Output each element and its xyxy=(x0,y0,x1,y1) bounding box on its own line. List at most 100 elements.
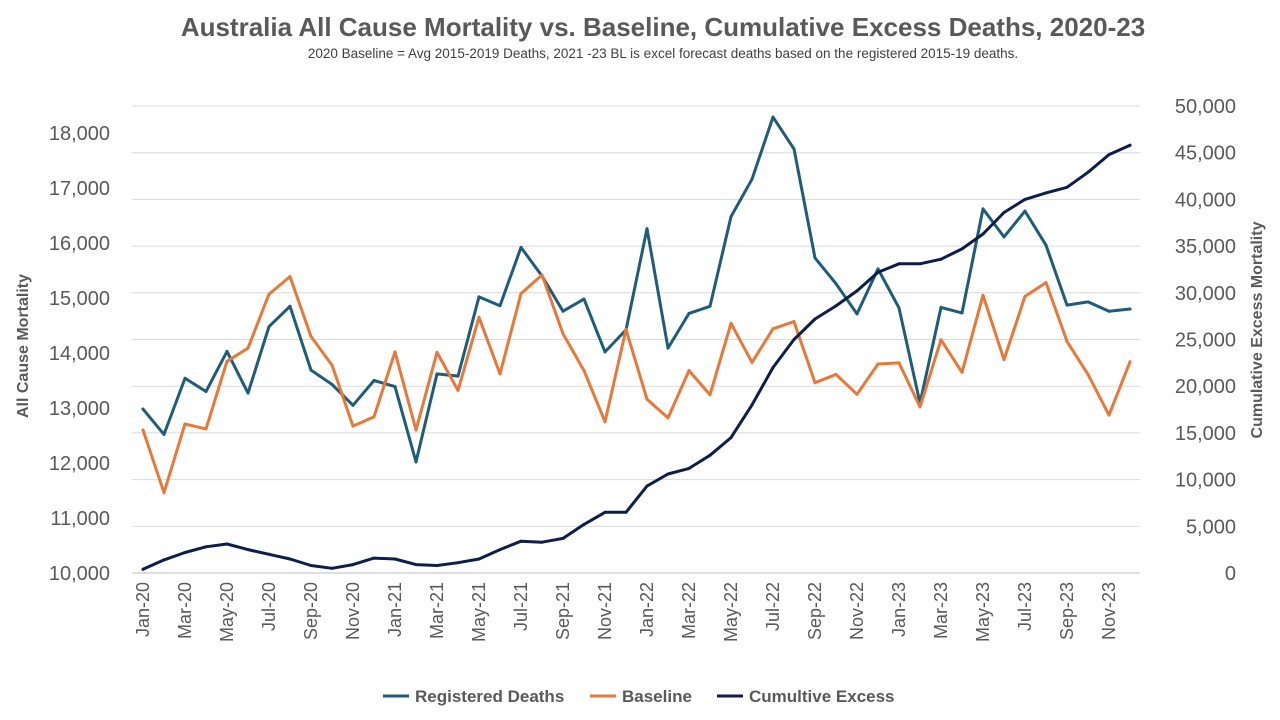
data-point xyxy=(288,275,292,279)
data-point xyxy=(1023,197,1027,201)
data-point xyxy=(1023,294,1027,298)
data-point xyxy=(624,327,628,331)
data-point xyxy=(855,312,859,316)
data-point xyxy=(456,388,460,392)
series-line-registered-deaths xyxy=(141,115,1132,464)
data-point xyxy=(477,315,481,319)
data-point xyxy=(561,309,565,313)
data-point xyxy=(498,548,502,552)
data-point xyxy=(582,297,586,301)
data-point xyxy=(708,393,712,397)
left-axis-tick-label: 14,000 xyxy=(49,343,110,365)
x-axis-tick-label: Jul-23 xyxy=(1015,582,1035,631)
legend-item-baseline: Baseline xyxy=(590,687,692,706)
data-point xyxy=(456,374,460,378)
data-point xyxy=(288,304,292,308)
data-point xyxy=(1002,211,1006,214)
data-point xyxy=(771,366,775,369)
data-point xyxy=(1002,235,1006,239)
data-point xyxy=(792,320,796,324)
data-point xyxy=(225,349,229,353)
data-point xyxy=(309,335,313,338)
data-point xyxy=(330,566,334,570)
x-axis-tick-label: Jan-23 xyxy=(889,582,909,637)
x-axis-ticks: Jan-20 Mar-20 May-20 Jul-20 Sep-20 Nov-20 Jan-… xyxy=(133,582,1119,642)
data-point xyxy=(204,390,208,393)
x-axis-tick-label: Mar-22 xyxy=(679,582,699,639)
data-point xyxy=(876,267,880,271)
legend-item-cumulative-excess: Cumultive Excess xyxy=(717,687,895,706)
data-point xyxy=(1086,300,1090,304)
data-point xyxy=(498,372,502,376)
data-point xyxy=(834,304,838,308)
data-point xyxy=(351,563,355,567)
series-line-cumultive-excess xyxy=(141,143,1132,571)
series-cumultive-excess xyxy=(141,143,1132,571)
data-point xyxy=(456,561,460,565)
data-point xyxy=(393,350,397,354)
x-axis-tick-label: Nov-22 xyxy=(847,582,867,640)
data-point xyxy=(603,510,607,514)
legend-item-registered-deaths: Registered Deaths xyxy=(383,687,564,706)
data-point xyxy=(666,472,670,476)
data-point xyxy=(645,227,649,231)
data-point xyxy=(204,427,208,431)
data-point xyxy=(1044,191,1048,195)
data-point xyxy=(771,327,775,331)
data-point xyxy=(687,311,691,315)
data-point xyxy=(1128,360,1132,364)
right-axis-tick-label: 15,000 xyxy=(1175,423,1236,445)
data-point xyxy=(330,363,334,367)
data-point xyxy=(1044,243,1048,247)
x-axis-tick-label: Mar-21 xyxy=(427,582,447,639)
right-axis-tick-label: 40,000 xyxy=(1175,189,1236,211)
data-point xyxy=(981,207,985,211)
data-point xyxy=(435,350,439,354)
data-point xyxy=(267,325,271,329)
data-point xyxy=(540,273,544,277)
x-axis-tick-label: Mar-23 xyxy=(931,582,951,639)
data-point xyxy=(1065,339,1069,343)
x-axis-tick-label: Nov-20 xyxy=(343,582,363,640)
data-point xyxy=(141,407,145,411)
data-point xyxy=(897,306,901,310)
data-point xyxy=(519,539,523,543)
data-point xyxy=(939,305,943,309)
data-point xyxy=(267,552,271,556)
data-point xyxy=(1065,303,1069,307)
data-point xyxy=(1023,209,1027,213)
x-axis-tick-label: Jul-20 xyxy=(259,582,279,631)
data-point xyxy=(603,420,607,424)
data-point xyxy=(1002,358,1006,362)
series-line-baseline xyxy=(141,273,1132,495)
data-point xyxy=(246,548,250,552)
data-point xyxy=(330,382,334,386)
right-axis-tick-label: 10,000 xyxy=(1175,470,1236,492)
left-axis-tick-label: 10,000 xyxy=(49,563,110,585)
data-point xyxy=(918,405,922,409)
data-point xyxy=(183,422,187,426)
data-point xyxy=(351,403,355,407)
data-point xyxy=(750,403,754,407)
right-axis-tick-label: 35,000 xyxy=(1175,236,1236,258)
x-axis-tick-label: May-23 xyxy=(973,582,993,642)
data-point xyxy=(309,564,313,567)
data-point xyxy=(246,346,250,350)
data-point xyxy=(477,557,481,561)
data-point xyxy=(897,361,901,365)
data-point xyxy=(477,295,481,299)
data-point xyxy=(729,436,733,440)
left-axis-tick-label: 12,000 xyxy=(49,453,110,475)
x-axis-tick-label: May-22 xyxy=(721,582,741,642)
data-point xyxy=(729,215,733,219)
data-point xyxy=(414,428,418,432)
series-registered-deaths xyxy=(141,115,1132,464)
data-point xyxy=(939,338,943,342)
data-point xyxy=(687,369,691,373)
x-axis-tick-label: Sep-22 xyxy=(805,582,825,640)
chart-title: Australia All Cause Mortality vs. Baseli… xyxy=(180,12,1146,42)
data-point xyxy=(372,379,376,382)
data-point xyxy=(729,321,733,325)
x-axis-tick-label: Sep-21 xyxy=(553,582,573,640)
